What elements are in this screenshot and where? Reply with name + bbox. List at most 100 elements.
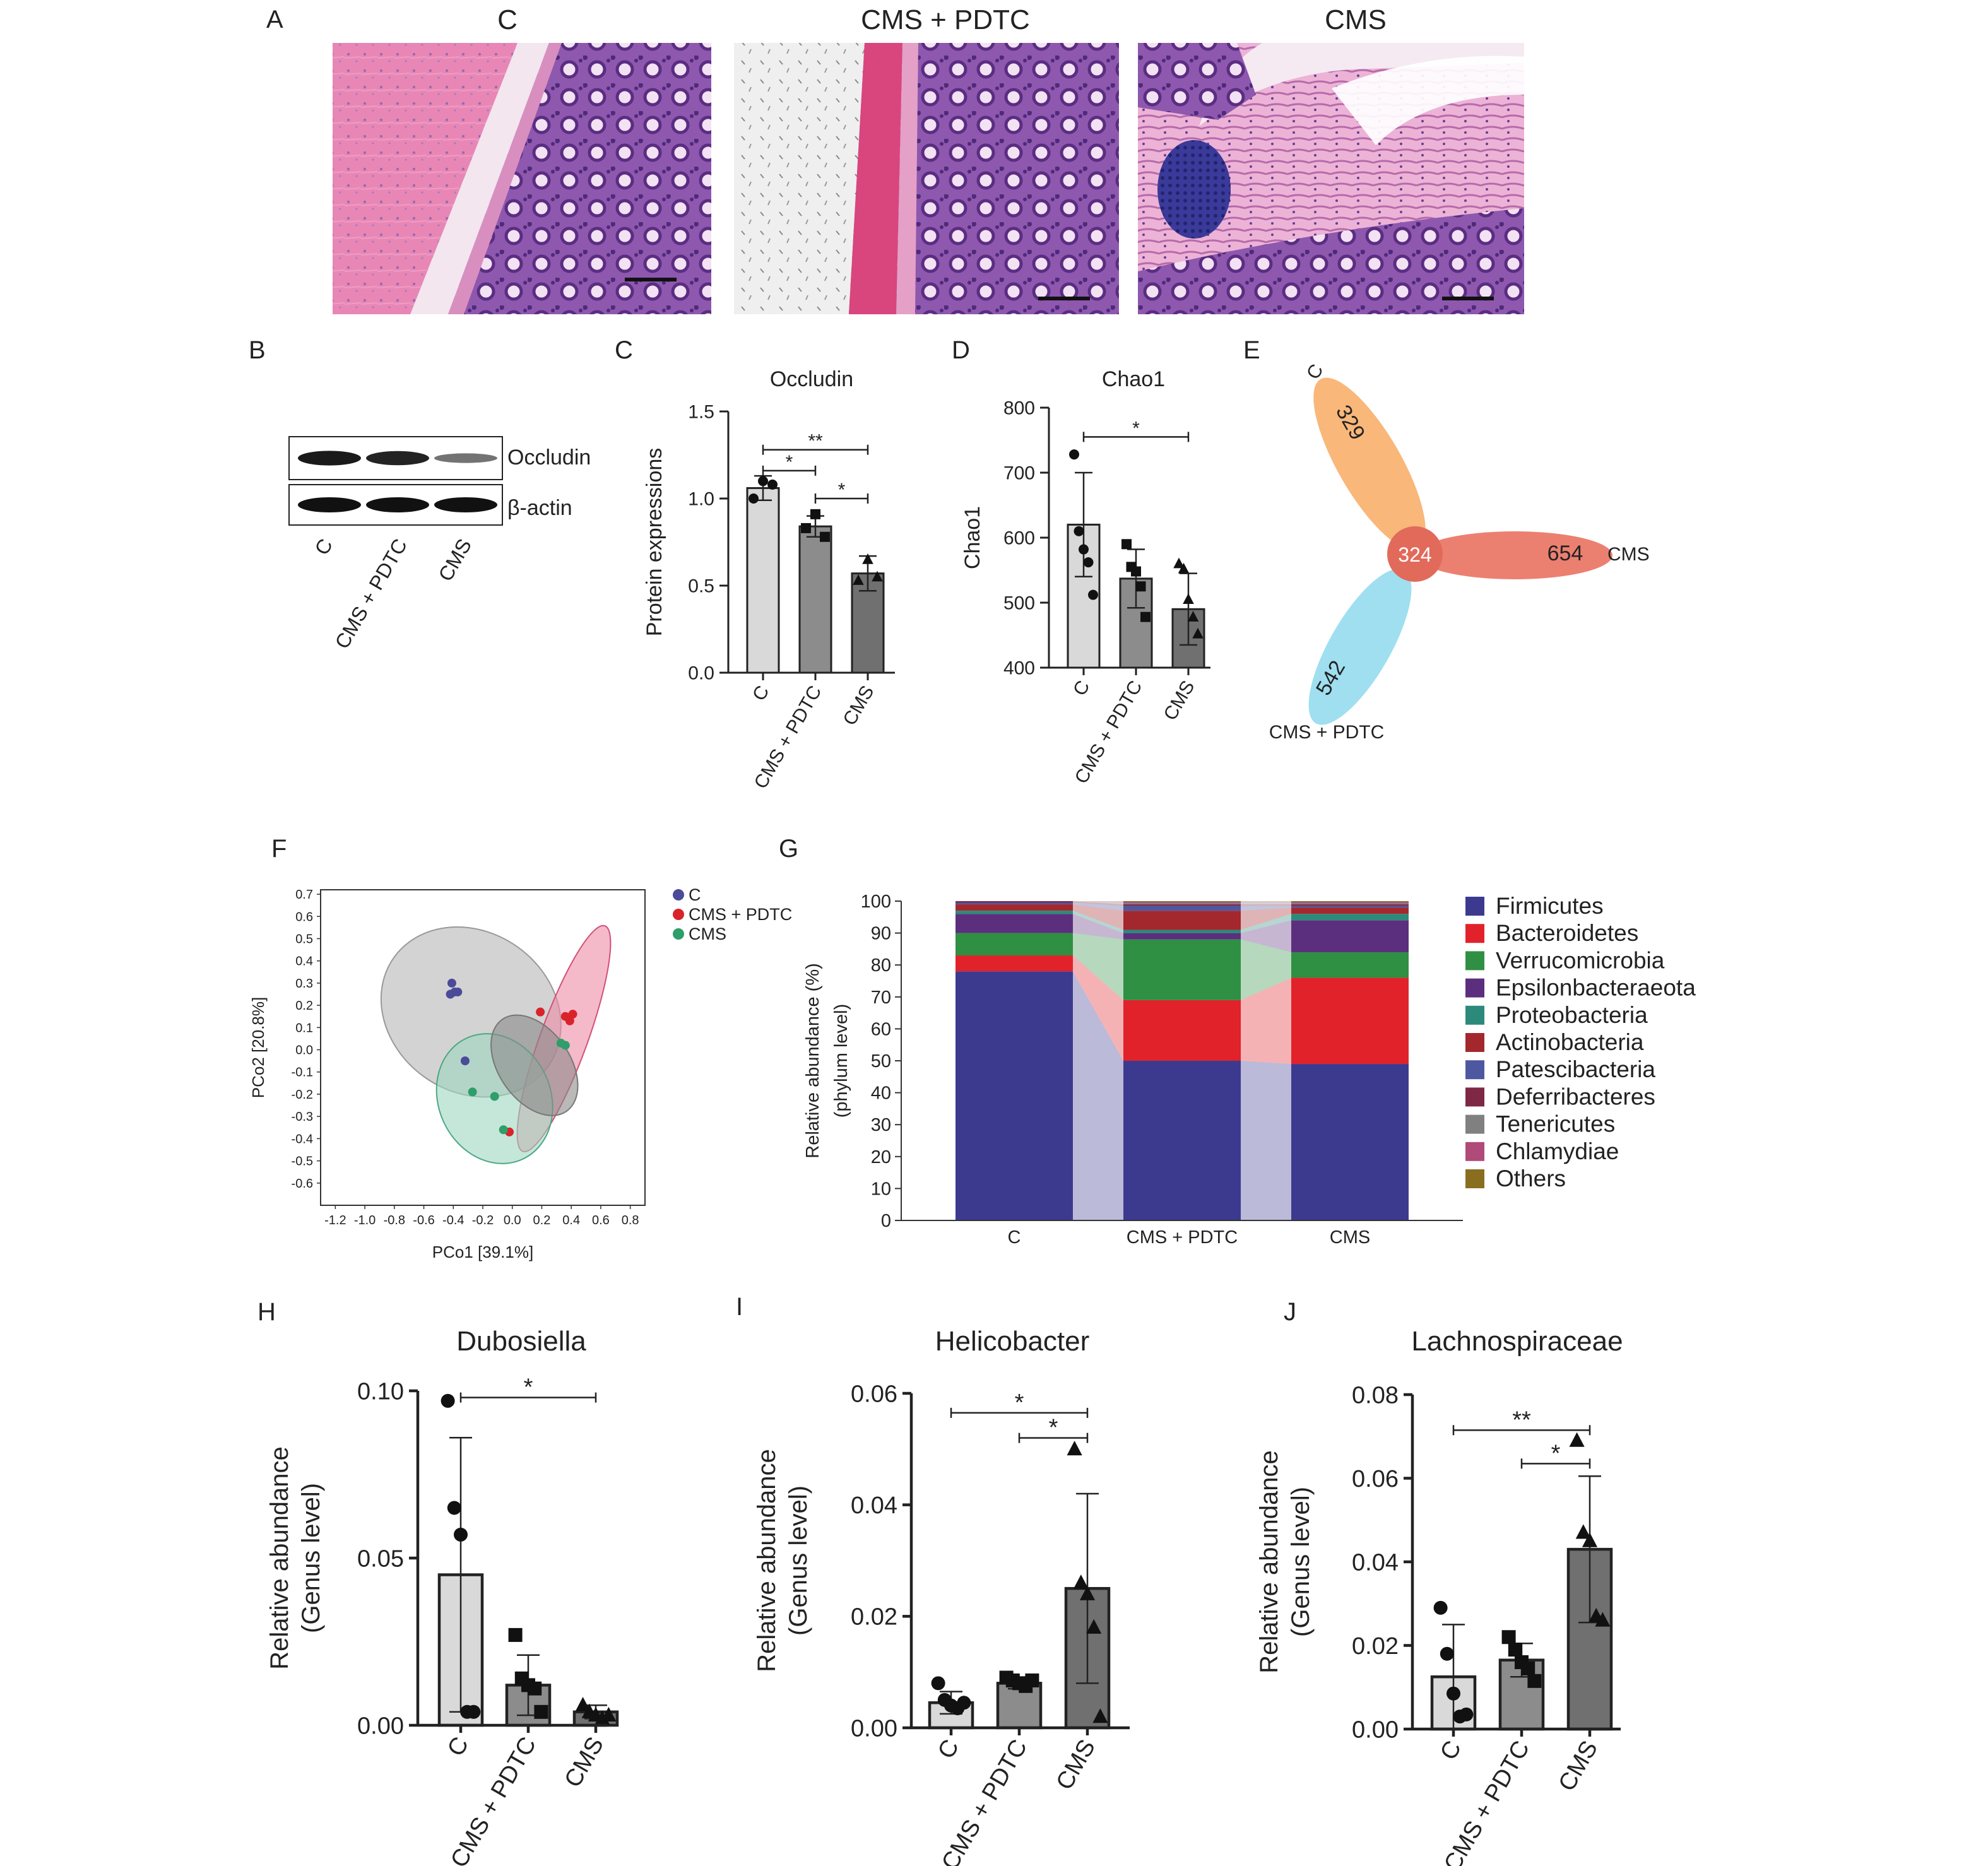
y-tick-label: 1.5 (688, 402, 714, 423)
data-point (1192, 627, 1204, 639)
panel-letter-c: C (615, 336, 633, 364)
stacked-bar-segment (1291, 952, 1409, 978)
flow-connector (1241, 920, 1291, 952)
y-tick-label: 0.0 (295, 1044, 313, 1058)
y-tick-label: 700 (1003, 463, 1035, 484)
y-tick-label: 0.3 (295, 977, 313, 991)
significance-label: * (524, 1374, 533, 1401)
x-tick-label: 0.6 (592, 1213, 610, 1227)
data-point (1575, 1524, 1591, 1539)
data-point (1121, 539, 1132, 550)
y-tick-label: 0.04 (851, 1492, 897, 1519)
data-point (508, 1627, 523, 1642)
y-tick-label: 100 (861, 892, 891, 912)
legend-label: Patescibacteria (1496, 1056, 1655, 1082)
significance-label: ** (1512, 1407, 1531, 1433)
stacked-bar-segment (1123, 911, 1241, 930)
panel-a: C CMS + PDTC CMS (333, 4, 1524, 314)
blot-label-occludin: Occludin (507, 446, 591, 469)
data-point (820, 531, 830, 542)
significance-label: ** (808, 431, 823, 452)
histology-title-cms: CMS (1325, 4, 1387, 35)
venn-label-cms-pdtc: CMS + PDTC (1269, 722, 1385, 743)
panel-letter-h: H (257, 1298, 276, 1326)
chart-title: Helicobacter (935, 1326, 1090, 1357)
data-point (601, 1706, 617, 1721)
histology-title-c: C (497, 4, 518, 35)
venn-core (1387, 526, 1443, 582)
y-tick-label: -0.6 (292, 1177, 313, 1191)
blot-band (298, 451, 361, 466)
data-point (1527, 1674, 1542, 1688)
data-point (801, 523, 811, 533)
legend-label: Proteobacteria (1496, 1002, 1648, 1028)
data-point (565, 1016, 574, 1025)
y-axis-label: PCo2 [20.8%] (249, 997, 268, 1098)
y-tick-label: 500 (1003, 593, 1035, 614)
x-tick-label: CMS (1051, 1735, 1101, 1795)
legend-label: Others (1496, 1166, 1566, 1191)
stacked-bar-segment (956, 955, 1073, 972)
data-point (767, 479, 778, 490)
data-point (1433, 1600, 1448, 1615)
x-tick-label: CMS (839, 682, 879, 729)
legend-label: CMS (689, 924, 726, 943)
y-tick-label: 0.0 (688, 663, 714, 684)
stacked-bar-segment (956, 971, 1073, 1220)
data-point (534, 1704, 548, 1719)
y-tick-label: 0.06 (851, 1381, 897, 1407)
significance-label: * (1015, 1390, 1024, 1416)
data-point (1088, 589, 1098, 600)
x-tick-label: C (1435, 1737, 1467, 1765)
data-point (441, 1393, 455, 1408)
legend-label: Chlamydiae (1496, 1138, 1619, 1164)
panel-letter-g: G (779, 835, 798, 863)
flow-connector (1073, 902, 1123, 911)
x-tick-label: -0.8 (384, 1213, 405, 1227)
legend-swatch (1465, 1169, 1484, 1188)
flow-connector (1073, 901, 1123, 903)
stacked-bar-segment (1123, 930, 1241, 933)
blot-band (434, 453, 497, 463)
data-point (1183, 593, 1194, 605)
flow-connector (1073, 955, 1123, 1061)
y-tick-label: 0.00 (851, 1715, 897, 1742)
x-tick-label: C (748, 682, 773, 704)
data-point (1173, 557, 1185, 569)
y-tick-label: 20 (871, 1147, 891, 1167)
legend-marker (673, 928, 684, 940)
data-point (1086, 1619, 1102, 1634)
y-tick-label: 80 (871, 955, 891, 976)
panel-letter-d: D (952, 336, 970, 364)
flow-connector (1073, 901, 1123, 902)
data-point (1187, 611, 1199, 622)
venn-petal-cms-pdtc (1308, 569, 1412, 725)
venn-petal-c (1313, 377, 1426, 550)
data-point (1073, 1574, 1089, 1590)
chart-pcoa: -1.2 -1.0 -0.8 -0.6 -0.4 -0.2 0.0 0.2 0.4 0.6 0.8 0… (249, 885, 792, 1261)
stacked-bar-segment (1291, 907, 1409, 914)
y-tick-label: 0.5 (688, 576, 714, 597)
y-tick-label: 10 (871, 1179, 891, 1199)
legend-label: Tenericutes (1496, 1111, 1615, 1137)
flow-connector (1073, 971, 1123, 1220)
data-point (575, 1697, 591, 1712)
significance-label: * (786, 452, 793, 473)
flow-connector (1241, 902, 1291, 905)
panel-letter-i: I (736, 1293, 743, 1321)
y-tick-label: 30 (871, 1115, 891, 1135)
y-tick-label: 0.02 (1352, 1633, 1399, 1660)
flow-connector (1241, 904, 1291, 906)
y-axis-label: Relative abundance (753, 1449, 781, 1672)
panel-letter-b: B (249, 336, 266, 364)
x-tick-label: C (933, 1735, 964, 1764)
data-point (1459, 1707, 1474, 1721)
y-tick-label: 0.2 (295, 999, 313, 1013)
data-point (931, 1676, 945, 1691)
y-tick-label: 800 (1003, 398, 1035, 419)
stacked-bar-segment (1291, 904, 1409, 906)
y-axis-label: Chao1 (961, 506, 985, 569)
